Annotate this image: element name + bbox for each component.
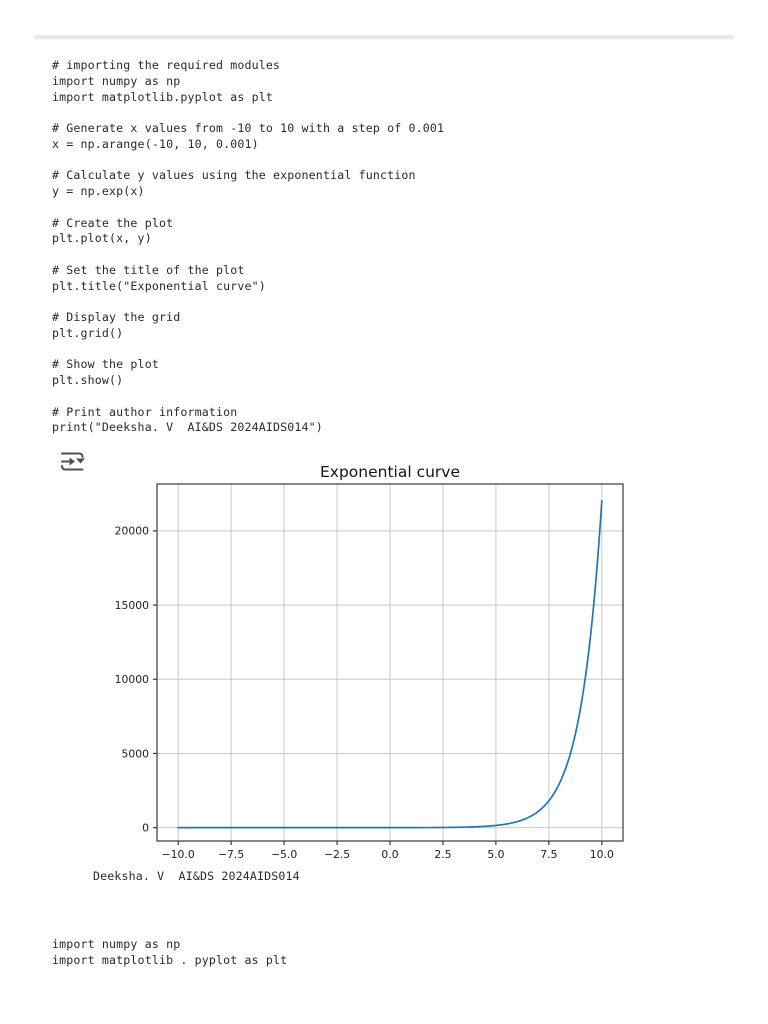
x-tick-label: 2.5 (434, 848, 451, 861)
print-output-text: Deeksha. V AI&DS 2024AIDS014 (93, 869, 300, 883)
y-tick-label: 20000 (115, 525, 149, 538)
code-block-imports: import numpy as np import matplotlib . p… (52, 937, 288, 967)
exponential-curve-line (177, 499, 603, 829)
x-tick-label: 10.0 (590, 848, 614, 861)
x-tick-label: 7.5 (540, 848, 557, 861)
x-tick-label: −10.0 (162, 848, 195, 861)
page-separator (34, 35, 734, 39)
insert-output-dropdown-icon (58, 450, 86, 473)
y-tick-label: 0 (142, 821, 149, 834)
chart-grid (157, 484, 623, 841)
insert-output-dropdown-icon-svg (61, 452, 85, 471)
chart-ticks: −10.0 −7.5 −5.0 −2.5 0.0 2.5 5.0 7.5 10.0 0 5000 10… (115, 525, 614, 861)
x-tick-label: −2.5 (324, 848, 350, 861)
exponential-chart: −10.0 −7.5 −5.0 −2.5 0.0 2.5 5.0 7.5 10.0 0 5000 10… (115, 463, 624, 861)
code-block-main: # importing the required modules import … (52, 58, 445, 435)
x-tick-label: −7.5 (218, 848, 244, 861)
chart-title: Exponential curve (320, 463, 460, 481)
x-tick-label: 0.0 (381, 848, 398, 861)
y-tick-label: 15000 (115, 599, 149, 612)
y-tick-label: 5000 (122, 747, 150, 760)
y-tick-label: 10000 (115, 673, 149, 686)
x-tick-label: 5.0 (487, 848, 504, 861)
x-tick-label: −5.0 (271, 848, 297, 861)
